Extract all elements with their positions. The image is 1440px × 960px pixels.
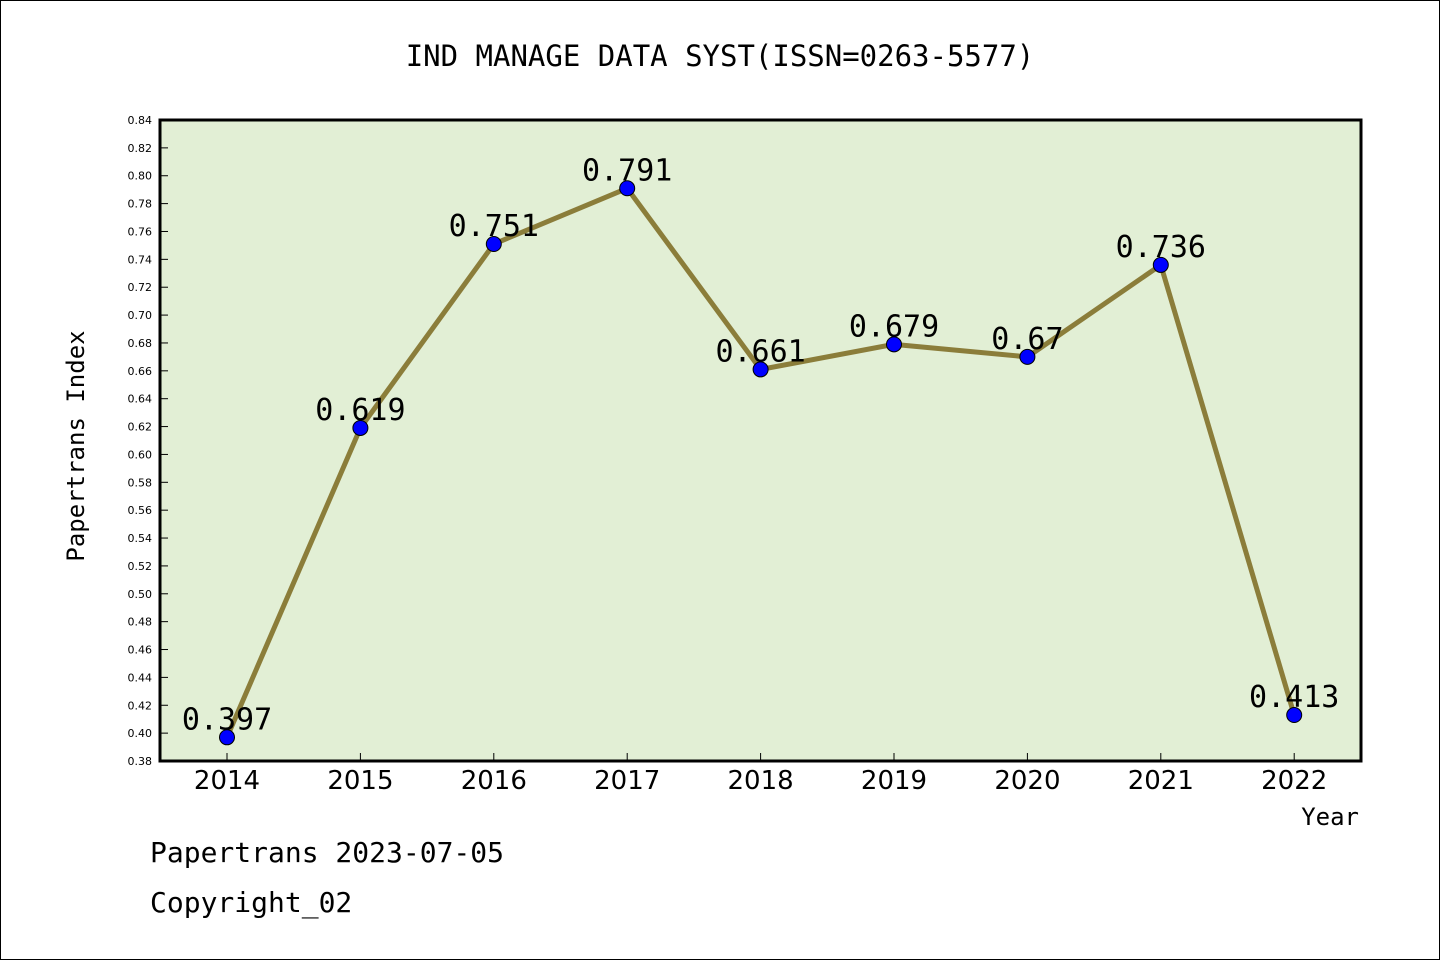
data-label: 0.67 — [991, 322, 1063, 357]
data-label: 0.736 — [1116, 230, 1206, 265]
y-tick-label: 0.80 — [128, 170, 153, 183]
y-tick-label: 0.44 — [128, 671, 153, 684]
y-tick-label: 0.38 — [128, 755, 153, 768]
data-label: 0.397 — [182, 702, 272, 737]
data-label: 0.619 — [315, 393, 405, 428]
y-tick-label: 0.58 — [128, 476, 153, 489]
y-tick-label: 0.56 — [128, 504, 153, 517]
x-tick-label: 2019 — [861, 766, 927, 796]
y-tick-label: 0.52 — [128, 560, 153, 573]
x-tick-label: 2015 — [327, 766, 393, 796]
y-tick-label: 0.50 — [128, 588, 153, 601]
y-tick-label: 0.68 — [128, 337, 153, 350]
y-tick-label: 0.66 — [128, 365, 153, 378]
y-tick-label: 0.48 — [128, 616, 153, 629]
footer-date: Papertrans 2023-07-05 — [150, 836, 505, 869]
y-tick-label: 0.76 — [128, 225, 153, 238]
data-point — [1152, 256, 1169, 273]
data-point — [886, 336, 902, 353]
x-axis: 2014 2015 2016 2017 2018 2019 2020 2021 2022 — [194, 753, 1327, 796]
x-tick-label: 2021 — [1128, 766, 1194, 796]
x-axis-label: Year — [1301, 803, 1359, 831]
data-point — [1019, 348, 1036, 365]
x-tick-label: 2018 — [728, 766, 794, 796]
data-label: 0.679 — [849, 309, 939, 344]
y-tick-label: 0.72 — [128, 281, 153, 294]
y-axis-label: Papertrans Index — [62, 330, 90, 561]
footer-copyright: Copyright_02 — [150, 886, 353, 919]
y-tick-label: 0.46 — [128, 644, 153, 657]
y-tick-label: 0.70 — [128, 309, 153, 322]
chart-title: IND MANAGE DATA SYST(ISSN=0263-5577) — [406, 39, 1035, 73]
y-tick-label: 0.60 — [128, 448, 153, 461]
data-point — [619, 180, 636, 197]
data-label: 0.791 — [582, 153, 672, 188]
data-point — [352, 419, 369, 436]
data-point — [219, 729, 235, 746]
data-point — [752, 361, 769, 378]
data-label: 0.413 — [1249, 680, 1339, 715]
y-tick-label: 0.78 — [128, 198, 153, 211]
y-tick-label: 0.40 — [128, 727, 153, 740]
plot-area — [160, 120, 1361, 761]
x-tick-label: 2020 — [994, 766, 1060, 796]
x-tick-label: 2016 — [461, 766, 527, 796]
series-markers — [219, 180, 1303, 746]
y-tick-label: 0.82 — [128, 142, 153, 155]
y-tick-label: 0.74 — [128, 253, 153, 266]
y-tick-label: 0.62 — [128, 421, 153, 434]
plot-border — [158, 118, 1363, 763]
data-labels: 0.397 0.619 0.751 0.791 0.661 0.679 0.67 0.736 0… — [182, 153, 1340, 737]
data-point — [1286, 707, 1303, 724]
data-label: 0.751 — [449, 209, 539, 244]
x-tick-label: 2014 — [194, 766, 260, 796]
y-tick-label: 0.54 — [128, 532, 153, 545]
x-tick-label: 2022 — [1261, 766, 1327, 796]
y-tick-label: 0.64 — [128, 393, 153, 406]
y-tick-label: 0.42 — [128, 699, 153, 712]
data-label: 0.661 — [715, 334, 805, 369]
y-tick-label: 0.84 — [128, 114, 153, 127]
x-tick-label: 2017 — [594, 766, 660, 796]
data-point — [485, 236, 502, 253]
